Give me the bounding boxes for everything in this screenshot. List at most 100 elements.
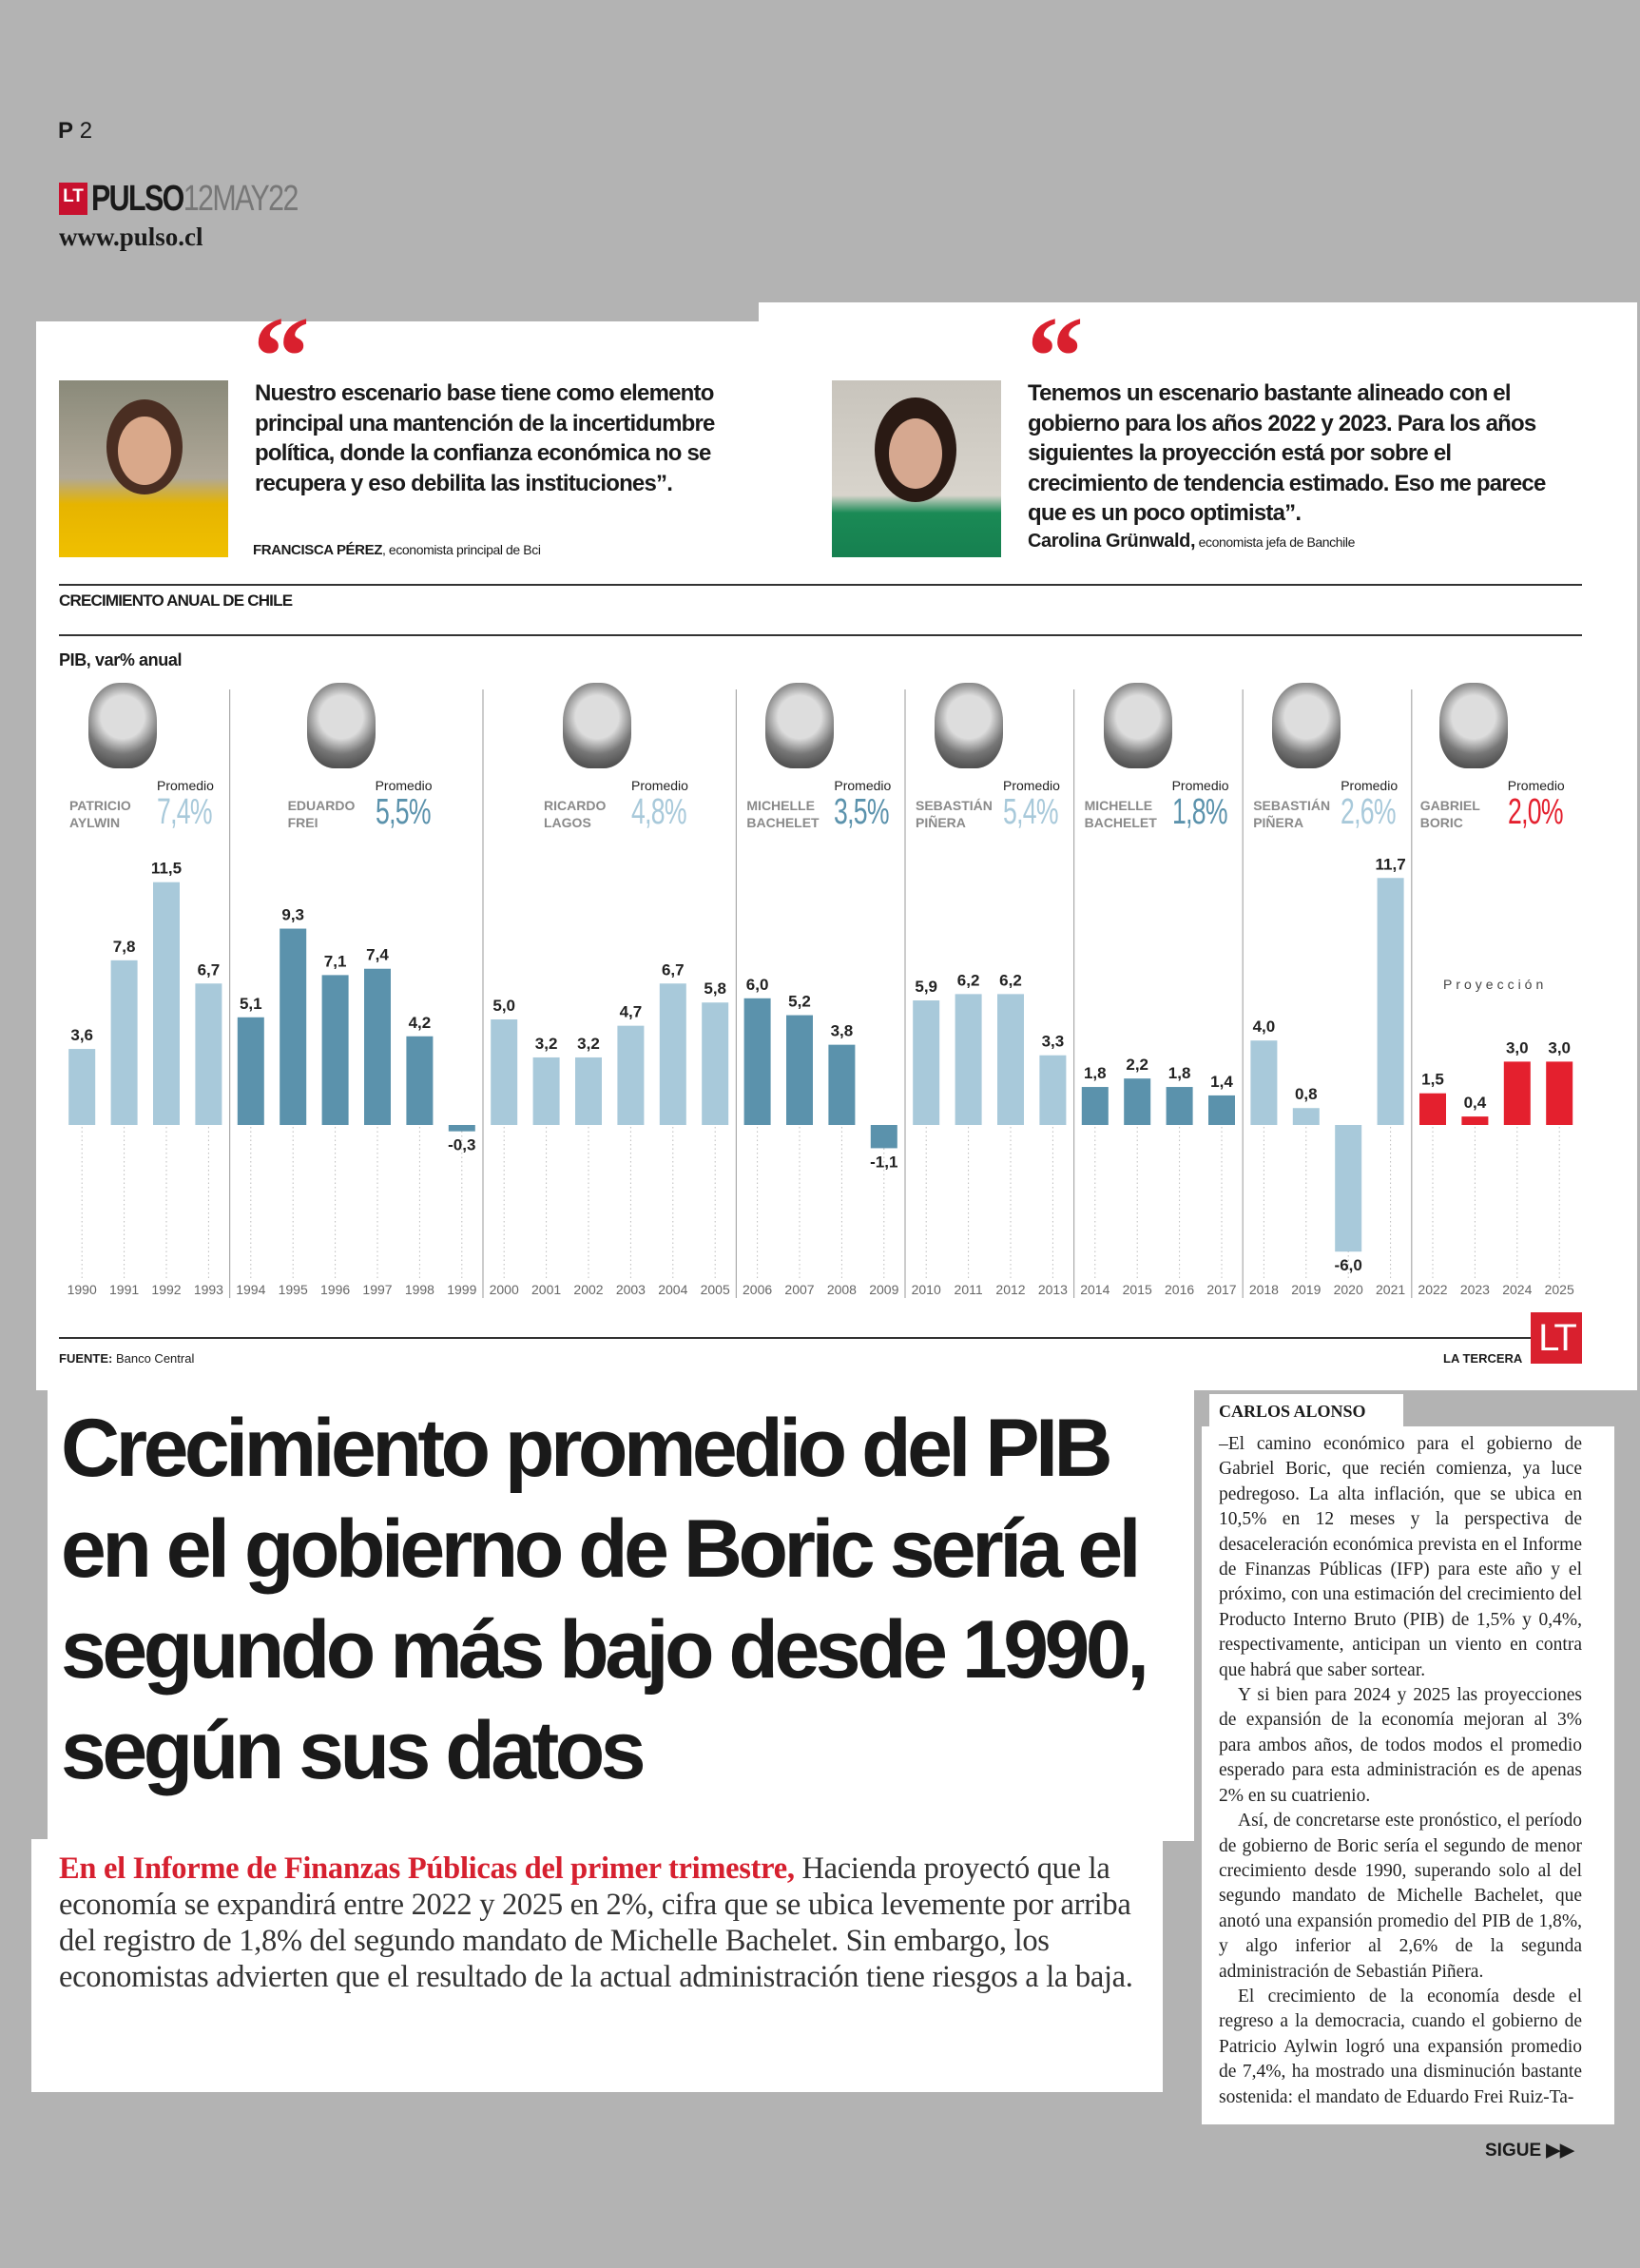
bar-2009 [870, 1125, 897, 1149]
year-label-2002: 2002 [573, 1282, 603, 1297]
data-label-2013: 3,3 [1042, 1033, 1065, 1051]
la-tercera-logo: LT [1531, 1312, 1582, 1364]
deck: En el Informe de Finanzas Públicas del p… [59, 1851, 1133, 1994]
year-label-2012: 2012 [995, 1282, 1025, 1297]
year-label-2001: 2001 [531, 1282, 561, 1297]
article-body: –El camino económico para el gobierno de… [1219, 1432, 1582, 2110]
average-label: Promedio [1003, 778, 1060, 793]
average-label: Promedio [834, 778, 892, 793]
year-label-1991: 1991 [109, 1282, 139, 1297]
edition-date: 12MAY22 [183, 179, 299, 219]
bar-1992 [153, 882, 180, 1125]
government-header: EDUARDO FREI Promedio 5,5% [288, 683, 497, 831]
year-label-2006: 2006 [743, 1282, 772, 1297]
bar-2007 [786, 1015, 813, 1125]
paragraph: Así, de concretarse este pronóstico, el … [1219, 1811, 1582, 1982]
data-label-2006: 6,0 [746, 976, 769, 994]
bar-2015 [1124, 1078, 1151, 1125]
year-label-2016: 2016 [1165, 1282, 1194, 1297]
bar-1993 [195, 983, 222, 1125]
year-label-2022: 2022 [1418, 1282, 1447, 1297]
portrait-illustration [1103, 683, 1172, 768]
data-label-1996: 7,1 [324, 952, 347, 970]
bar-2025 [1546, 1061, 1573, 1125]
president-name: MICHELLE BACHELET [746, 798, 820, 830]
year-label-2015: 2015 [1123, 1282, 1152, 1297]
average-label: Promedio [1171, 778, 1229, 793]
bar-1997 [364, 968, 391, 1125]
year-label-2005: 2005 [701, 1282, 730, 1297]
president-name: GABRIEL BORIC [1419, 798, 1480, 830]
year-label-2021: 2021 [1376, 1282, 1405, 1297]
quote-mark-icon: “ [1027, 293, 1084, 419]
year-label-1998: 1998 [405, 1282, 434, 1297]
bar-2019 [1292, 1108, 1320, 1125]
data-label-2020: -6,0 [1335, 1256, 1362, 1274]
president-name: SEBASTIÁN PIÑERA [916, 798, 993, 830]
data-label-2018: 4,0 [1253, 1018, 1276, 1036]
data-label-2000: 5,0 [492, 997, 515, 1015]
government-header: SEBASTIÁN PIÑERA Promedio 5,4% [916, 683, 1125, 831]
average-value: 5,4% [1003, 792, 1059, 832]
data-label-1997: 7,4 [366, 946, 389, 964]
year-label-1990: 1990 [68, 1282, 97, 1297]
government-header: PATRICIO AYLWIN Promedio 7,4% [69, 683, 279, 831]
year-label-1994: 1994 [236, 1282, 265, 1297]
data-label-2019: 0,8 [1295, 1085, 1318, 1103]
quote-mark-icon: “ [253, 293, 310, 419]
portrait-illustration [765, 683, 835, 768]
pulso-logo: LT PULSO12MAY22 [59, 181, 349, 217]
portrait-illustration [1438, 683, 1508, 768]
year-label-2020: 2020 [1334, 1282, 1363, 1297]
year-label-2011: 2011 [955, 1282, 983, 1297]
la-tercera-logo: LT [59, 183, 87, 215]
average-label: Promedio [631, 778, 688, 793]
government-header: RICARDO LAGOS Promedio 4,8% [544, 683, 753, 831]
bar-1996 [321, 975, 349, 1125]
chart-subtitle: PIB, var% anual [59, 650, 183, 669]
data-label-2012: 6,2 [999, 971, 1022, 989]
data-label-1998: 4,2 [409, 1014, 432, 1032]
quote-text: Nuestro escenario base tiene como elemen… [255, 380, 715, 496]
bar-2013 [1039, 1055, 1067, 1125]
year-label-2025: 2025 [1545, 1282, 1574, 1297]
bar-2008 [828, 1044, 856, 1125]
bar-1998 [406, 1036, 434, 1125]
government-header: MICHELLE BACHELET Promedio 3,5% [746, 683, 955, 831]
president-name: RICARDO LAGOS [544, 798, 607, 830]
average-label: Promedio [375, 778, 433, 793]
average-label: Promedio [157, 778, 214, 793]
average-value: 2,6% [1341, 792, 1397, 832]
president-name: MICHELLE BACHELET [1084, 798, 1157, 830]
projection-label: Proyección [1443, 977, 1548, 992]
year-label-2007: 2007 [784, 1282, 814, 1297]
paragraph: –El camino económico para el gobierno de… [1219, 1434, 1582, 1680]
data-label-2002: 3,2 [577, 1035, 600, 1053]
chart-source: FUENTE: Banco Central [59, 1351, 195, 1366]
year-label-2024: 2024 [1502, 1282, 1532, 1297]
average-value: 5,5% [375, 792, 432, 832]
data-label-2015: 2,2 [1126, 1056, 1148, 1074]
bar-2024 [1503, 1061, 1531, 1125]
average-value: 4,8% [631, 792, 687, 832]
quote-text: Tenemos un escenario bastante alineado c… [1028, 380, 1546, 526]
year-label-2004: 2004 [658, 1282, 687, 1297]
bar-2000 [491, 1019, 518, 1125]
data-label-2005: 5,8 [704, 979, 726, 998]
bar-2018 [1250, 1040, 1278, 1125]
bar-1999 [448, 1125, 475, 1132]
bar-2023 [1461, 1116, 1489, 1125]
bar-1994 [237, 1017, 264, 1125]
portrait-illustration [1272, 683, 1341, 768]
data-label-1992: 11,5 [151, 860, 182, 878]
year-label-2017: 2017 [1206, 1282, 1236, 1297]
data-label-2003: 4,7 [620, 1003, 643, 1021]
portrait-illustration [306, 683, 376, 768]
average-value: 2,0% [1507, 792, 1564, 832]
continue-link[interactable]: SIGUE ▶▶ [1485, 2141, 1574, 2161]
data-label-1990: 3,6 [70, 1026, 93, 1044]
president-name: PATRICIO AYLWIN [69, 798, 131, 830]
bar-1990 [68, 1049, 96, 1125]
average-label: Promedio [1507, 778, 1565, 793]
government-header: SEBASTIÁN PIÑERA Promedio 2,6% [1253, 683, 1462, 831]
